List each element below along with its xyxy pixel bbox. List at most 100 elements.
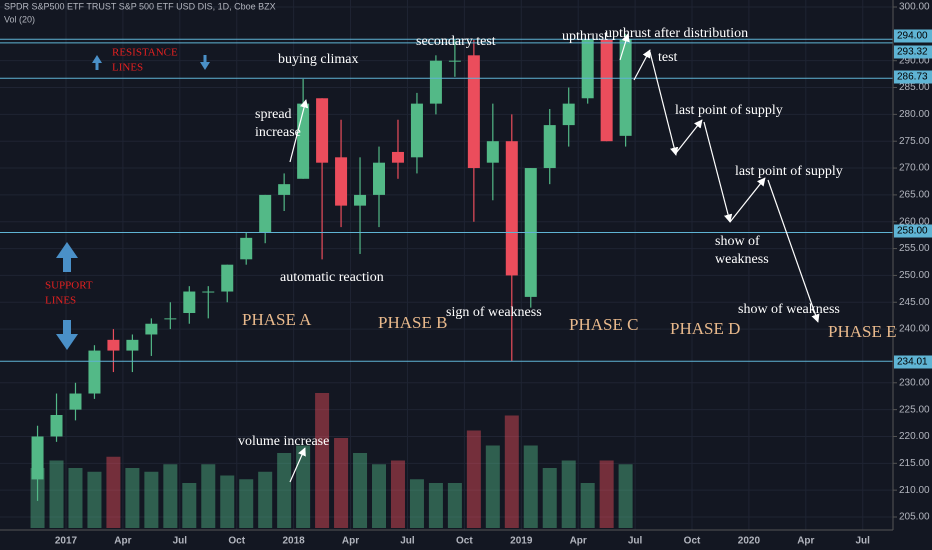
annotation: test [658,50,678,65]
y-tick-label: 250.00 [899,270,930,281]
y-tick-label: 210.00 [899,485,930,496]
y-tick-label: 245.00 [899,297,930,308]
candle-body [69,393,82,410]
annotation: PHASE A [242,310,312,329]
annotation: show of weakness [738,302,840,317]
annotation: PHASE B [378,313,447,332]
level-label: 294.00 [897,31,928,42]
level-lines [0,38,893,362]
annotation: LINES [112,62,143,74]
volume-bar [163,464,178,528]
candle-body [164,318,177,320]
x-tick-label: Jul [628,536,643,547]
y-tick-label: 225.00 [899,404,930,415]
annotation: SUPPORT [45,280,93,292]
annotation: upthrust [562,29,608,44]
y-tick-label: 205.00 [899,512,930,523]
y-tick-label: 230.00 [899,377,930,388]
up-arrow-icon [92,55,102,70]
candle-body [467,55,480,169]
volume-bar [68,468,83,528]
volume-bar [182,483,197,528]
volume [30,393,633,528]
volume-bar [618,464,633,528]
volume-bar [296,445,311,528]
arrow [729,177,766,223]
level-label-box [894,29,932,43]
axes: 300.00 290.00 285.00 280.00 275.00 270.00 265.… [55,2,932,547]
volume-bar [428,483,443,528]
candle-body [429,60,442,104]
candle-body [126,339,139,351]
volume-bar [201,464,216,528]
candle-body [145,323,158,335]
arrow [619,33,630,61]
candle-body [221,264,234,292]
volume-bar [315,393,330,528]
level-label-box [894,355,932,369]
candle-body [486,141,499,163]
candle-body [202,291,215,293]
annotation: PHASE E [828,322,896,341]
x-tick-label: 2020 [738,536,761,547]
indicator-title: Vol (20) [4,14,35,24]
candle-body [448,60,461,62]
y-tick-label: 260.00 [899,216,930,227]
annotations: RESISTANCE LINES SUPPORT LINES buying climax… [45,26,896,449]
x-tick-label: Apr [570,536,587,547]
volume-bar [353,453,368,528]
volume-bar [106,456,121,528]
annotation: volume increase [238,434,329,449]
volume-bar [87,471,102,528]
volume-bar [485,445,500,528]
candle-body [50,415,63,437]
volume-bar [49,460,64,528]
level-label: 234.01 [897,357,928,368]
annotation: PHASE C [569,315,638,334]
volume-bar [239,479,254,528]
candle-body [259,194,272,233]
volume-bar [466,430,481,528]
x-tick-label: Jul [400,536,415,547]
up-arrow-icon [56,242,78,272]
volume-bar [220,475,235,528]
down-arrow-icon [200,55,210,70]
x-tick-label: Oct [684,536,701,547]
arrow [703,121,733,223]
volume-bar [372,464,387,528]
annotation: last point of supply [675,103,783,118]
annotation: upthrust after distribution [605,26,748,41]
annotation: RESISTANCE [112,47,178,59]
level-label: 286.73 [897,72,928,83]
candle-body [183,291,196,313]
volume-bar [599,460,614,528]
candle-body [88,350,101,394]
candle-body [619,39,632,136]
arrow [675,119,703,154]
y-tick-label: 290.00 [899,55,930,66]
arrow [649,51,679,156]
candle-body [354,194,367,206]
arrow [633,49,651,81]
y-tick-label: 220.00 [899,431,930,442]
volume-bar [447,483,462,528]
volume-bar [125,468,140,528]
candle-body [297,103,310,179]
y-tick-label: 280.00 [899,109,930,120]
candle-body [543,125,556,169]
y-tick-label: 215.00 [899,458,930,469]
level-label: 293.32 [897,47,928,58]
candle-body [240,237,253,260]
volume-bar [334,438,349,528]
volume-bar [144,471,159,528]
symbol-title: SPDR S&P500 ETF TRUST S&P 500 ETF USD DI… [4,1,276,11]
candle-body [278,184,291,195]
candle-body [391,151,404,163]
y-tick-label: 275.00 [899,136,930,147]
x-tick-label: 2017 [55,536,78,547]
volume-bar [523,445,538,528]
candle-body [107,339,120,351]
annotation: PHASE D [670,319,740,338]
annotation: last point of supply [735,164,843,179]
candle-body [31,436,44,480]
